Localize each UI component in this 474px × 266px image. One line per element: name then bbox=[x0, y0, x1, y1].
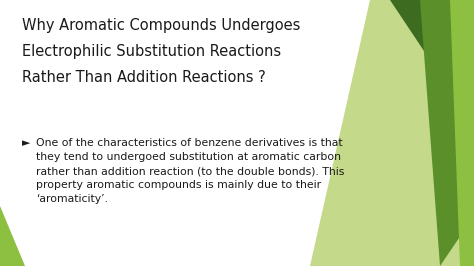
Text: rather than addition reaction (to the double bonds). This: rather than addition reaction (to the do… bbox=[36, 166, 345, 176]
Text: ►: ► bbox=[22, 138, 30, 148]
Text: Why Aromatic Compounds Undergoes: Why Aromatic Compounds Undergoes bbox=[22, 18, 301, 33]
Polygon shape bbox=[450, 0, 474, 266]
Text: they tend to undergoed substitution at aromatic carbon: they tend to undergoed substitution at a… bbox=[36, 152, 341, 162]
Polygon shape bbox=[310, 0, 474, 266]
Text: Rather Than Addition Reactions ?: Rather Than Addition Reactions ? bbox=[22, 70, 266, 85]
Text: property aromatic compounds is mainly due to their: property aromatic compounds is mainly du… bbox=[36, 180, 321, 190]
Text: One of the characteristics of benzene derivatives is that: One of the characteristics of benzene de… bbox=[36, 138, 343, 148]
Polygon shape bbox=[390, 0, 474, 126]
Polygon shape bbox=[0, 206, 25, 266]
Text: Electrophilic Substitution Reactions: Electrophilic Substitution Reactions bbox=[22, 44, 281, 59]
Text: ‘aromaticity’.: ‘aromaticity’. bbox=[36, 194, 108, 204]
Polygon shape bbox=[420, 0, 474, 266]
